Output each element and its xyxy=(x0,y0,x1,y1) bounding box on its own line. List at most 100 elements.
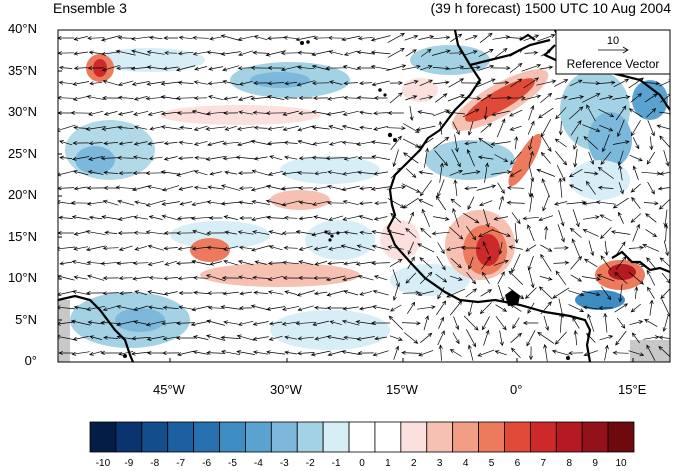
wind-vector xyxy=(238,95,254,102)
wind-vector xyxy=(538,215,554,222)
colorbar-label: 1 xyxy=(385,458,391,469)
wind-vector xyxy=(163,230,178,236)
wind-vector xyxy=(452,207,460,228)
wind-vector xyxy=(482,241,490,255)
wind-vector xyxy=(58,246,76,251)
wind-vector xyxy=(73,275,88,280)
wind-vector xyxy=(221,275,240,281)
wind-vector xyxy=(281,231,300,236)
wind-vector xyxy=(86,94,105,101)
wind-vector xyxy=(177,246,194,251)
wind-vector xyxy=(643,201,659,206)
wind-vector xyxy=(494,350,507,356)
wind-vector xyxy=(585,180,596,195)
wind-vector xyxy=(207,291,225,296)
wind-vector xyxy=(206,230,225,236)
wind-vector xyxy=(238,186,253,191)
wind-vector xyxy=(342,110,359,117)
wind-vector xyxy=(343,95,358,100)
wind-vector xyxy=(266,184,286,191)
wind-vector xyxy=(437,330,445,346)
colorbar-box xyxy=(245,421,272,453)
wind-vector xyxy=(435,273,448,283)
wind-vector xyxy=(646,151,656,165)
lat-label-20n: 20°N xyxy=(7,187,37,202)
wind-vector xyxy=(583,136,599,150)
wind-vector xyxy=(209,261,222,266)
lat-ticks xyxy=(58,29,634,362)
wind-vector xyxy=(253,156,268,161)
wind-vector xyxy=(341,140,360,145)
wind-vector xyxy=(359,290,373,296)
wind-vector xyxy=(283,140,298,145)
wind-vector xyxy=(191,305,210,312)
wind-vector xyxy=(298,260,314,265)
wind-vector xyxy=(536,79,557,86)
wind-vector xyxy=(491,110,511,117)
wind-vector xyxy=(418,35,435,40)
wind-vector xyxy=(358,201,373,206)
wind-vector xyxy=(87,274,105,281)
wind-vector xyxy=(528,105,535,121)
wind-vector xyxy=(658,345,670,358)
wind-vector xyxy=(540,92,553,103)
wind-vector xyxy=(311,110,330,115)
wind-vector xyxy=(491,229,511,238)
wind-vector xyxy=(491,170,512,175)
wind-vector xyxy=(161,201,180,206)
wind-vector xyxy=(356,65,375,71)
wind-vector xyxy=(131,49,151,56)
wind-vector xyxy=(484,162,490,183)
wind-vector xyxy=(207,140,225,147)
wind-vector xyxy=(236,349,255,355)
wind-vector xyxy=(207,81,224,86)
wind-vector xyxy=(604,240,609,256)
colorbar-box xyxy=(581,421,609,453)
wind-vector xyxy=(539,65,554,70)
wind-vector xyxy=(540,276,553,281)
wind-vector xyxy=(419,257,433,269)
wind-vector xyxy=(343,230,358,235)
wind-vector xyxy=(298,275,314,281)
wind-vector xyxy=(630,303,641,313)
wind-vector xyxy=(462,108,480,118)
wind-vector xyxy=(102,79,119,86)
lat-label-10n: 10°N xyxy=(7,270,37,285)
wind-vector xyxy=(252,275,270,280)
wind-vector xyxy=(407,241,415,255)
colorbar-box xyxy=(141,421,169,453)
wind-vector xyxy=(506,185,525,190)
wind-vector xyxy=(314,261,328,266)
wind-vector xyxy=(72,289,90,296)
wind-vector xyxy=(190,320,211,327)
wind-vector xyxy=(628,350,645,357)
wind-vector xyxy=(628,271,645,285)
wind-vector xyxy=(58,65,73,70)
wind-vector xyxy=(221,349,241,356)
wind-vector xyxy=(462,170,481,175)
wind-vector xyxy=(73,246,89,251)
wind-vector xyxy=(370,64,391,71)
wind-vector xyxy=(253,290,268,295)
wind-vector xyxy=(464,141,478,146)
wind-vector xyxy=(582,201,599,206)
wind-vector xyxy=(209,171,222,176)
wind-vector xyxy=(446,245,466,252)
lat-label-35n: 35°N xyxy=(7,63,37,78)
wind-vector xyxy=(521,94,542,101)
wind-vector xyxy=(220,201,241,206)
wind-vector xyxy=(418,350,434,357)
colorbar-label: 7 xyxy=(540,458,547,469)
wind-vector xyxy=(266,215,285,220)
wind-vector xyxy=(630,120,641,137)
wind-vector xyxy=(325,275,346,282)
wind-vector xyxy=(313,246,328,251)
wind-vector xyxy=(616,317,626,329)
wind-vector xyxy=(568,95,585,100)
wind-vector xyxy=(116,320,136,327)
wind-vector xyxy=(521,63,542,72)
wind-vector xyxy=(405,168,417,179)
wind-vector xyxy=(586,104,596,122)
wind-vector xyxy=(251,215,271,222)
wind-vector xyxy=(101,51,121,56)
